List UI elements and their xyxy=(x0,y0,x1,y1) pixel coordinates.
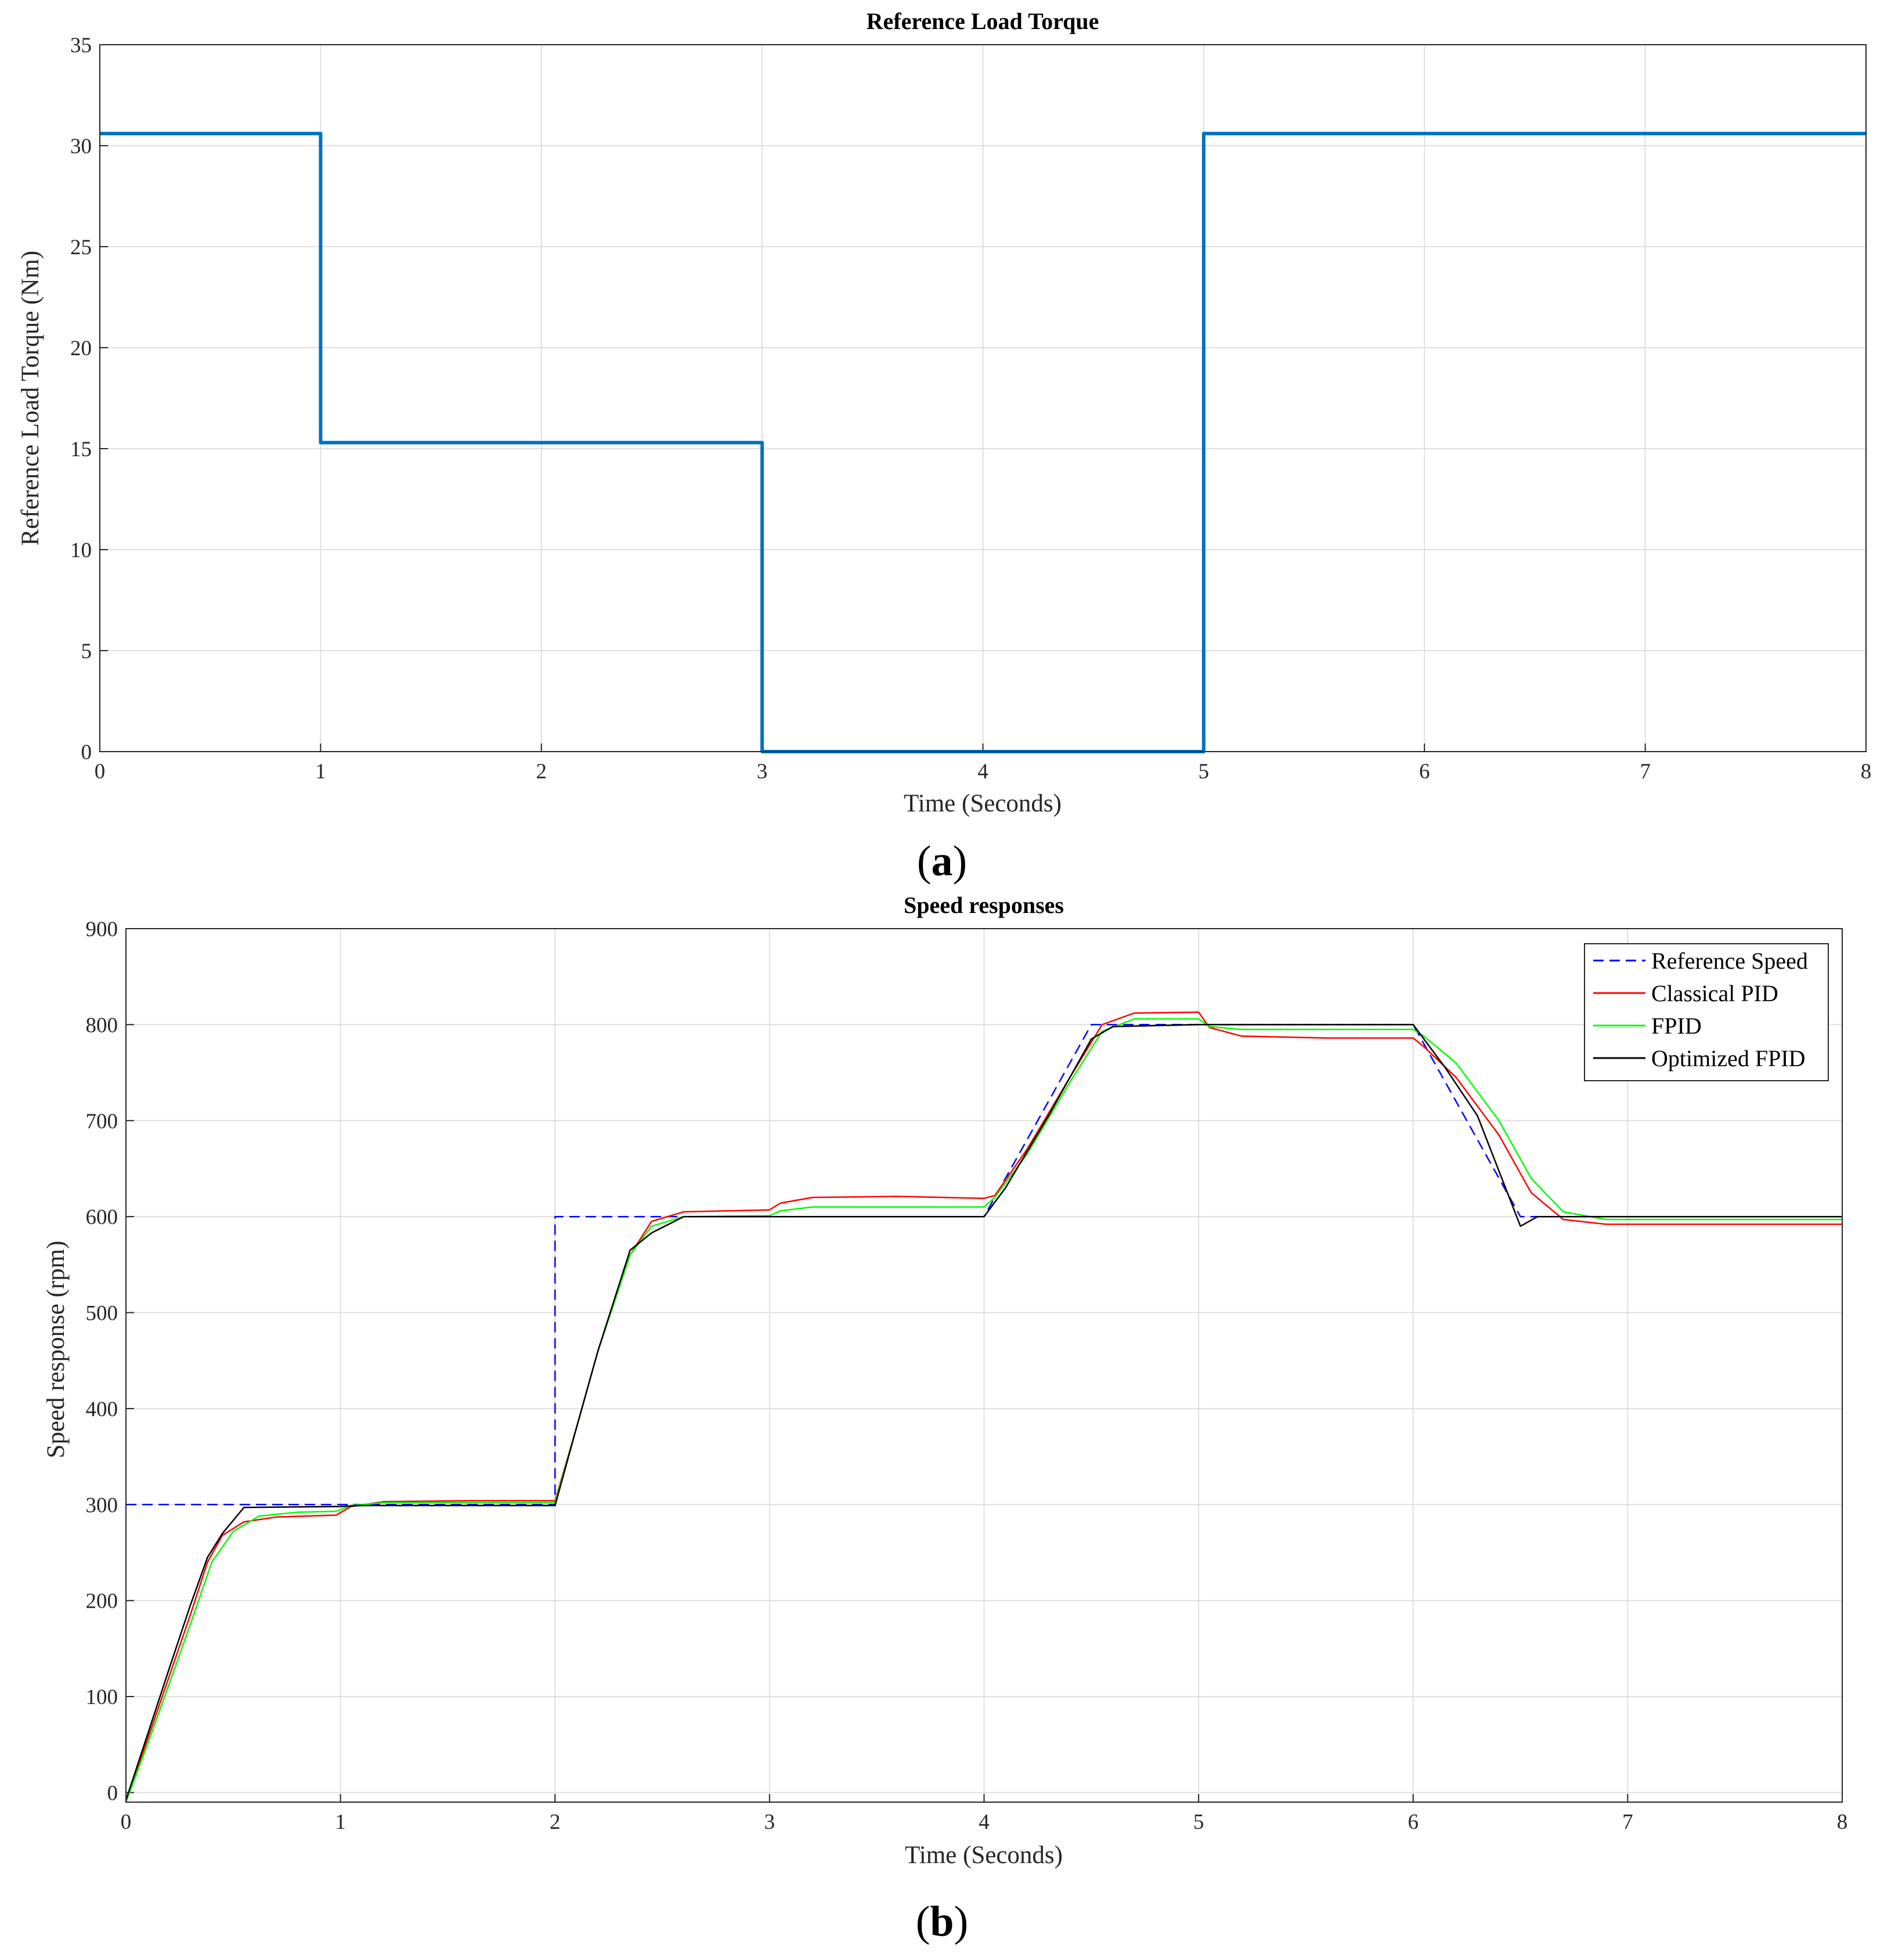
y-tick-label: 400 xyxy=(86,1398,118,1421)
series-line-classical-pid xyxy=(125,1011,1842,1801)
x-tick-label: 6 xyxy=(1419,760,1430,784)
legend-label: Classical PID xyxy=(1651,980,1778,1006)
y-tick-label: 5 xyxy=(81,640,92,663)
legend-label: Reference Speed xyxy=(1651,948,1808,974)
panel-b-caption-letter: b xyxy=(930,1898,954,1945)
x-tick-label: 1 xyxy=(315,760,326,784)
x-tick-label: 1 xyxy=(335,1810,346,1834)
x-tick-label: 0 xyxy=(121,1810,132,1834)
x-tick-label: 7 xyxy=(1640,760,1651,784)
series-line-optimized-fpid xyxy=(125,1024,1842,1801)
x-tick-label: 0 xyxy=(95,760,106,784)
y-tick-label: 900 xyxy=(86,918,118,941)
y-tick-label: 0 xyxy=(81,741,92,764)
legend-label: FPID xyxy=(1651,1013,1702,1039)
y-tick-label: 700 xyxy=(86,1110,118,1134)
x-tick-label: 5 xyxy=(1193,1810,1204,1834)
y-tick-label: 25 xyxy=(70,236,92,259)
x-tick-label: 8 xyxy=(1837,1810,1848,1834)
panel-a-series xyxy=(100,132,1866,753)
y-tick-label: 30 xyxy=(70,135,92,158)
x-tick-label: 7 xyxy=(1622,1810,1633,1834)
x-tick-label: 8 xyxy=(1861,760,1872,784)
y-tick-label: 300 xyxy=(86,1493,118,1517)
panel-a-caption: (a) xyxy=(917,838,967,885)
y-tick-label: 35 xyxy=(70,34,92,57)
y-tick-label: 20 xyxy=(70,337,92,360)
panel-b-x-axis-label: Time (Seconds) xyxy=(905,1842,1063,1869)
x-tick-label: 4 xyxy=(979,1810,990,1834)
x-tick-label: 2 xyxy=(536,760,547,784)
panel-a-tick-labels: 0 1 2 3 4 5 6 7 8 0 5 10 15 20 25 30 35 xyxy=(70,34,1871,784)
x-tick-label: 5 xyxy=(1199,760,1210,784)
panel-b-tick-labels: 0 1 2 3 4 5 6 7 8 0 100 200 300 400 500 600 700 800 900 xyxy=(86,918,1848,1834)
x-tick-label: 3 xyxy=(757,760,768,784)
panel-b-legend: Reference Speed Classical PID FPID Optimize… xyxy=(1584,943,1829,1081)
panel-b-caption: (b) xyxy=(916,1898,968,1945)
panel-b-speed-chart: 0 1 2 3 4 5 6 7 8 0 100 200 300 400 500 600 700 800 900 Sp… xyxy=(42,892,1847,1945)
series-line-fpid xyxy=(125,1018,1842,1803)
y-tick-label: 15 xyxy=(70,438,92,461)
x-tick-label: 4 xyxy=(977,760,988,784)
x-tick-label: 6 xyxy=(1408,1810,1419,1834)
panel-b-series xyxy=(125,1011,1842,1803)
y-tick-label: 200 xyxy=(86,1590,118,1614)
panel-a-y-axis-label: Reference Load Torque (Nm) xyxy=(17,251,44,546)
panel-a-torque-chart: 0 1 2 3 4 5 6 7 8 0 5 10 15 20 25 30 35 Reference Load T… xyxy=(17,8,1871,885)
series-line-0 xyxy=(100,132,1866,753)
panel-a-caption-letter: a xyxy=(932,838,953,885)
panel-b-y-axis-label: Speed response (rpm) xyxy=(42,1241,70,1459)
y-tick-label: 0 xyxy=(107,1781,118,1805)
legend-label: Optimized FPID xyxy=(1651,1045,1806,1071)
x-tick-label: 3 xyxy=(764,1810,775,1834)
panel-a-x-axis-label: Time (Seconds) xyxy=(904,790,1062,817)
y-tick-label: 600 xyxy=(86,1205,118,1229)
y-tick-label: 500 xyxy=(86,1302,118,1326)
series-line-reference-speed xyxy=(126,1024,1842,1506)
y-tick-label: 800 xyxy=(86,1013,118,1037)
y-tick-label: 10 xyxy=(70,539,92,562)
panel-a-title: Reference Load Torque xyxy=(867,8,1099,34)
panel-b-title: Speed responses xyxy=(904,892,1064,918)
x-tick-label: 2 xyxy=(550,1810,561,1834)
y-tick-label: 100 xyxy=(86,1685,118,1709)
